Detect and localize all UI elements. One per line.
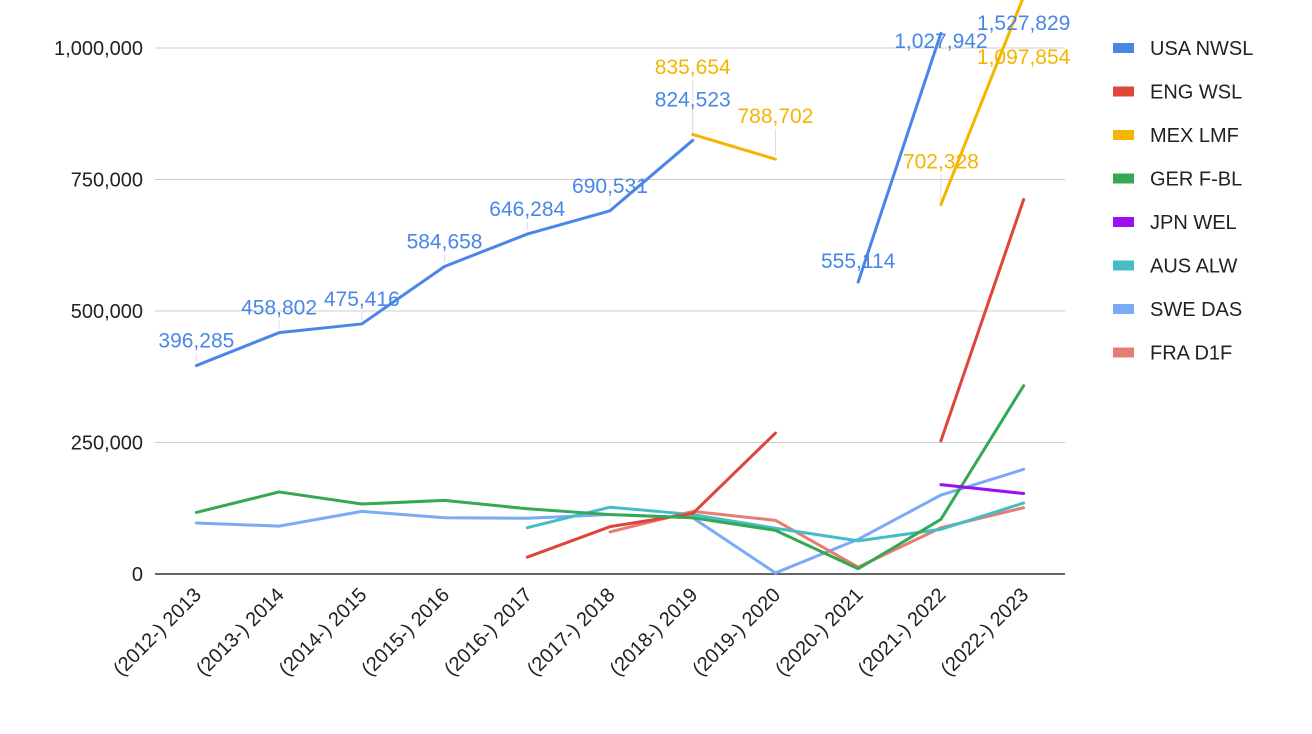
label-leaders <box>195 80 942 362</box>
y-tick-label: 750,000 <box>71 170 143 192</box>
data-label: 555,114 <box>821 250 896 273</box>
x-tick-label: (2016-) 2017 <box>440 584 537 681</box>
data-label: 458,802 <box>241 297 317 320</box>
data-label: 1,527,829 <box>977 12 1070 35</box>
data-label: 824,523 <box>655 88 731 111</box>
x-tick-label: (2020-) 2021 <box>771 584 868 681</box>
data-labels: 396,285 458,802 475,416 584,658 646,284 690,5… <box>158 12 1070 353</box>
data-label: 690,531 <box>572 175 648 198</box>
legend-swatch <box>1113 86 1134 97</box>
data-label: 584,658 <box>407 230 483 253</box>
series-line <box>194 384 1026 571</box>
legend-swatch <box>1113 130 1134 140</box>
data-label: 396,285 <box>158 330 234 353</box>
data-label: 702,328 <box>903 151 979 174</box>
data-label: 835,654 <box>655 56 731 79</box>
series-line <box>194 467 1026 575</box>
legend-label: AUS ALW <box>1150 256 1238 278</box>
series-line <box>691 132 777 161</box>
legend-label: USA NWSL <box>1150 38 1253 60</box>
data-label: 646,284 <box>489 198 565 221</box>
legend-label: GER F-BL <box>1150 169 1242 191</box>
legend-label: MEX LMF <box>1150 125 1239 147</box>
x-tick-label: (2017-) 2018 <box>523 584 620 681</box>
data-label: 1,097,854 <box>977 46 1071 69</box>
y-tick-label: 250,000 <box>71 433 143 455</box>
legend-swatch <box>1113 43 1134 53</box>
x-tick-label: (2019-) 2020 <box>688 584 785 681</box>
legend-swatch <box>1113 304 1134 314</box>
legend-swatch <box>1113 260 1134 271</box>
data-label: 1,027,942 <box>894 30 987 53</box>
legend-swatch <box>1113 347 1134 358</box>
gridlines <box>155 47 1065 575</box>
data-label: 788,702 <box>737 105 813 128</box>
x-axis-ticks: (2012-) 2013(2013-) 2014(2014-) 2015(201… <box>109 584 1033 681</box>
legend-label: ENG WSL <box>1150 82 1242 104</box>
series-line <box>194 138 695 368</box>
y-tick-label: 1,000,000 <box>54 38 143 60</box>
legend-label: SWE DAS <box>1150 299 1242 321</box>
x-tick-label: (2012-) 2013 <box>109 584 206 681</box>
x-tick-label: (2021-) 2022 <box>854 584 951 681</box>
x-tick-label: (2018-) 2019 <box>606 584 703 681</box>
x-tick-label: (2013-) 2014 <box>192 584 289 681</box>
series-line <box>525 431 777 559</box>
series-line <box>939 197 1026 443</box>
series-line <box>856 31 943 284</box>
legend: USA NWSL ENG WSL MEX LMF GER F-BL JPN WEL AUS… <box>1113 38 1253 365</box>
data-label: 475,416 <box>324 288 400 311</box>
x-tick-label: (2014-) 2015 <box>275 584 372 681</box>
legend-label: JPN WEL <box>1150 212 1237 234</box>
legend-swatch <box>1113 217 1134 227</box>
series-line <box>939 0 1024 207</box>
series-lines <box>194 0 1026 575</box>
y-axis-ticks: 0 250,000 500,000 750,000 1,000,000 <box>54 38 143 586</box>
legend-label: FRA D1F <box>1150 343 1232 365</box>
legend-swatch <box>1113 173 1134 184</box>
y-tick-label: 500,000 <box>71 301 143 323</box>
y-tick-label: 0 <box>132 564 143 586</box>
x-tick-label: (2022-) 2023 <box>937 584 1034 681</box>
series-line <box>939 483 1026 496</box>
series-line <box>525 501 1026 543</box>
x-tick-label: (2015-) 2016 <box>358 584 455 681</box>
